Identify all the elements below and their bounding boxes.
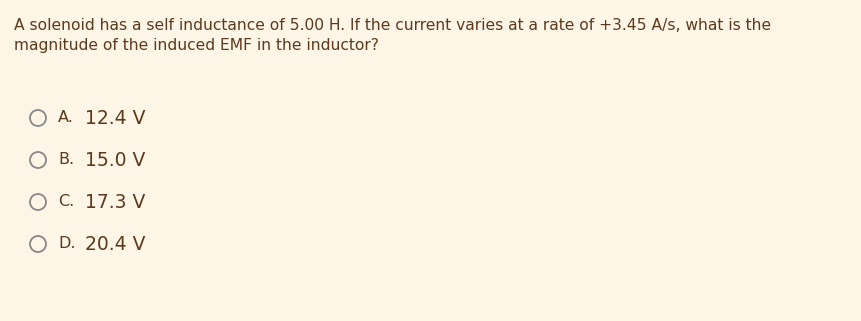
Text: magnitude of the induced EMF in the inductor?: magnitude of the induced EMF in the indu…: [14, 38, 379, 53]
Text: A solenoid has a self inductance of 5.00 H. If the current varies at a rate of +: A solenoid has a self inductance of 5.00…: [14, 18, 771, 33]
Text: 20.4 V: 20.4 V: [85, 235, 146, 254]
Text: 15.0 V: 15.0 V: [85, 151, 146, 169]
Text: B.: B.: [58, 152, 74, 168]
Text: C.: C.: [58, 195, 74, 210]
Text: 12.4 V: 12.4 V: [85, 108, 146, 127]
Text: D.: D.: [58, 237, 76, 251]
Text: 17.3 V: 17.3 V: [85, 193, 146, 212]
Text: A.: A.: [58, 110, 74, 126]
